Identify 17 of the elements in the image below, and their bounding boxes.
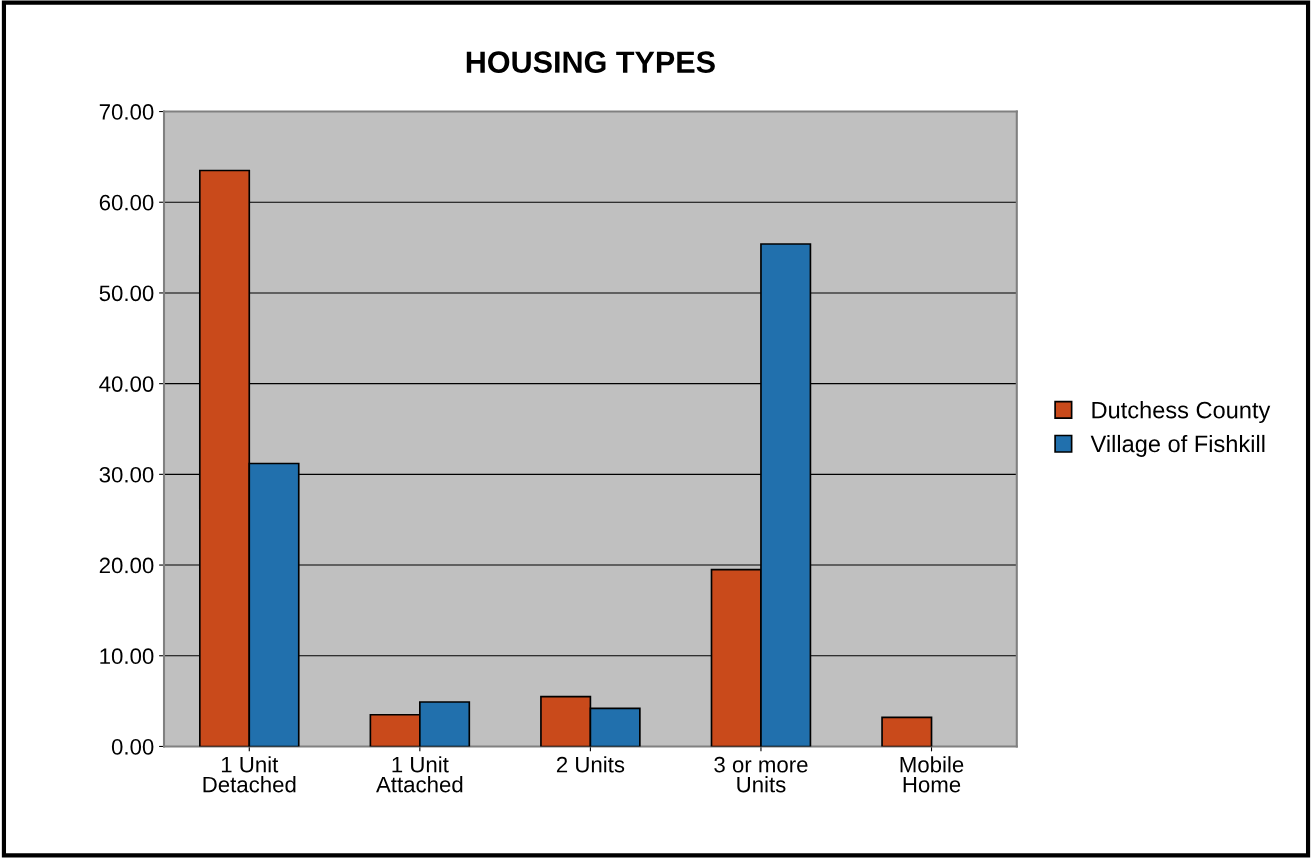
legend-label: Village of Fishkill [1090,434,1265,457]
x-tick-label: 1 Unit Detached [203,756,296,793]
x-tick-label: 2 Units [556,756,625,773]
x-tick-label: Mobile Home [900,756,964,793]
legend-label: Dutchess County [1092,401,1271,424]
chart-title: HOUSING TYPES [466,51,715,73]
y-tick-label: 20.00 [99,557,154,574]
y-tick-label: 50.00 [99,285,154,302]
y-tick-label: 0.00 [111,738,154,755]
y-tick-label: 70.00 [99,104,154,120]
x-tick-label: 3 or more Units [714,756,808,793]
y-tick-label: 60.00 [99,194,154,211]
y-tick-label: 30.00 [99,466,154,483]
x-tick-label: 1 Unit Attached [376,756,463,793]
bar [881,716,933,747]
y-tick-label: 10.00 [100,648,154,665]
y-tick-label: 40.00 [99,376,154,392]
